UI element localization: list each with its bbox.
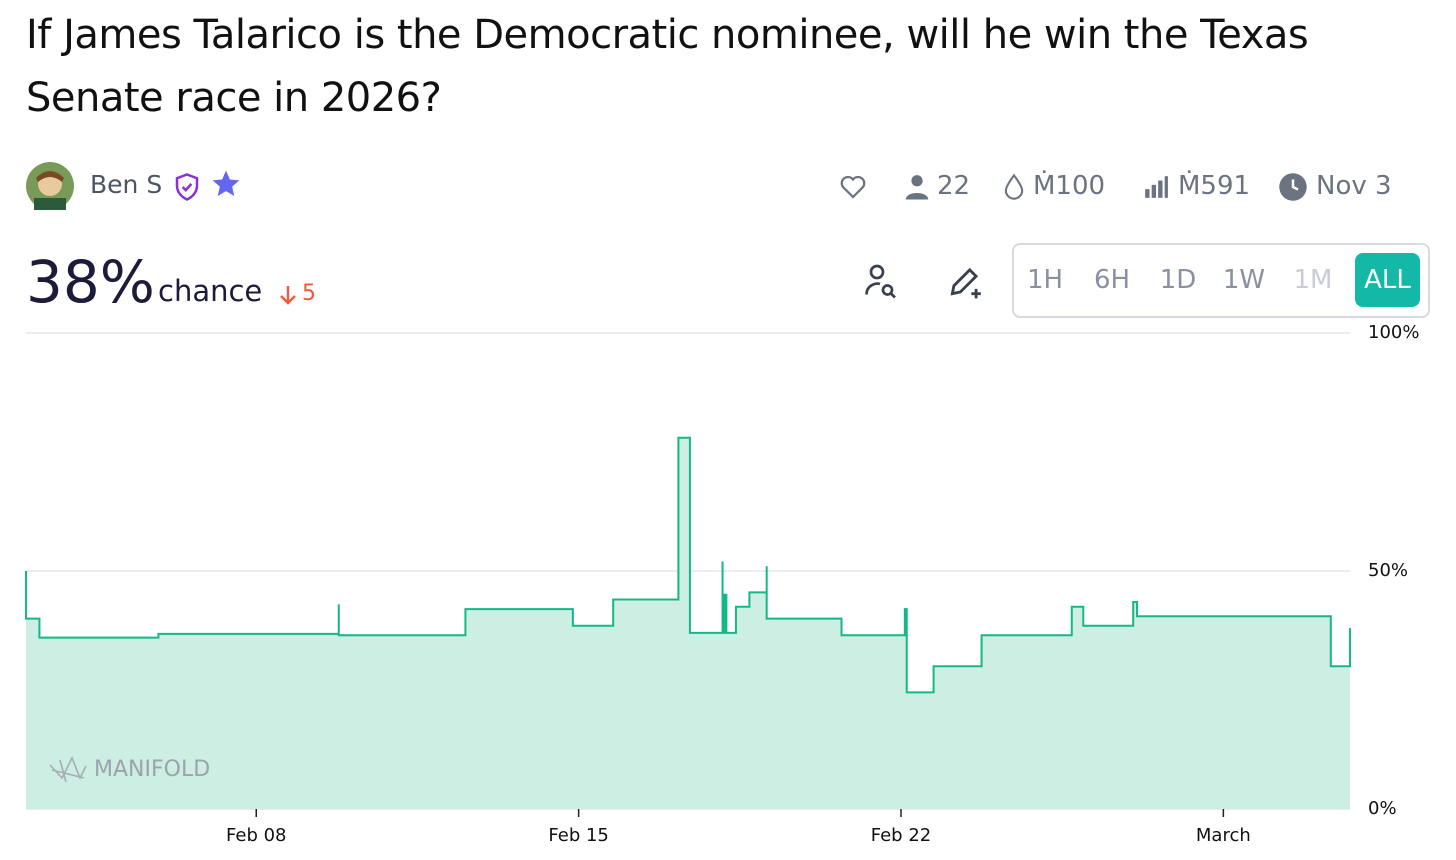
probability-change: 5 — [302, 281, 316, 306]
author-name[interactable]: Ben S — [90, 170, 163, 199]
area — [26, 437, 1350, 809]
liquidity-icon — [1004, 173, 1024, 200]
liquidity: Ṁ100 — [1033, 171, 1106, 201]
line — [25, 436, 1351, 694]
time-range-button[interactable]: 1W — [1222, 265, 1266, 295]
traders-icon — [905, 175, 929, 200]
avatar[interactable] — [26, 162, 74, 210]
x-tick-label: Feb 15 — [548, 825, 609, 846]
y-tick-label: 100% — [1368, 322, 1419, 343]
volume-icon — [1145, 176, 1168, 198]
time-range-selector — [1012, 243, 1430, 318]
star-icon — [212, 170, 240, 196]
time-range-button[interactable]: 1D — [1159, 265, 1197, 295]
x-tick-label: Feb 08 — [226, 825, 287, 846]
search-traders-button[interactable] — [862, 262, 898, 300]
time-range-button[interactable]: ALL — [1355, 253, 1420, 307]
time-range-button[interactable]: 1H — [1026, 265, 1064, 295]
clock-icon — [1279, 173, 1307, 201]
time-range-button[interactable]: 1M — [1293, 265, 1333, 295]
like-button[interactable] — [838, 172, 868, 202]
traders-count: 22 — [937, 171, 971, 201]
y-tick-label: 0% — [1368, 798, 1397, 819]
x-tick-label: March — [1196, 825, 1251, 846]
annotate-button[interactable] — [946, 262, 984, 300]
volume: Ṁ591 — [1178, 171, 1251, 201]
time-range-button[interactable]: 6H — [1093, 265, 1131, 295]
verified-icon — [175, 173, 199, 201]
watermark: MANIFOLD — [94, 757, 210, 782]
probability: 38% — [26, 248, 155, 316]
close-date: Nov 3 — [1316, 171, 1392, 201]
market-title: If James Talarico is the Democratic nomi… — [26, 12, 1309, 121]
watermark-icon — [49, 756, 87, 783]
x-tick-label: Feb 22 — [871, 825, 932, 846]
probability-label: chance — [158, 274, 263, 308]
y-tick-label: 50% — [1368, 560, 1408, 581]
down-arrow — [280, 286, 296, 305]
